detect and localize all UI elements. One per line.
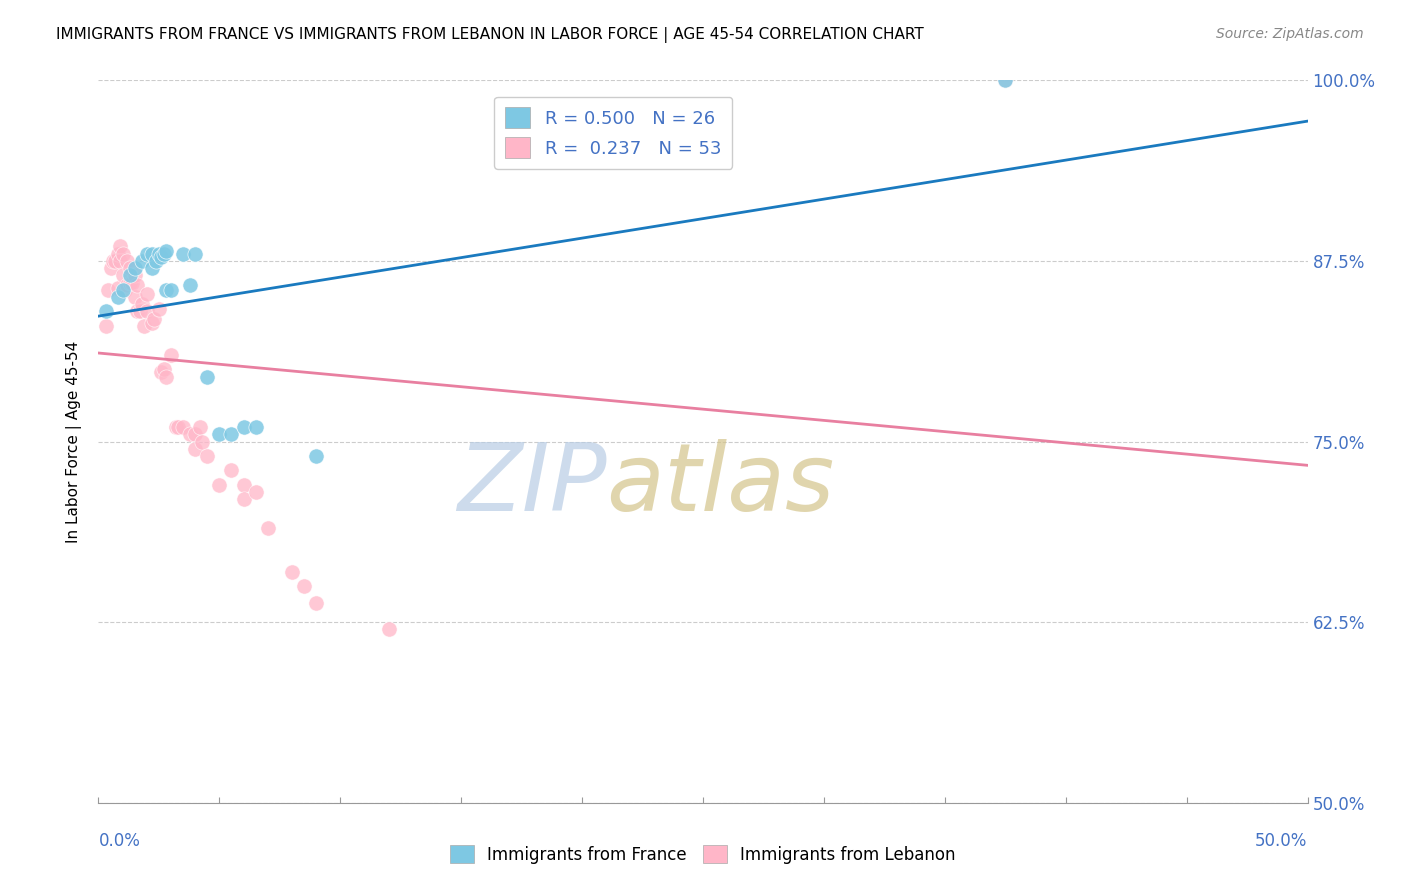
Point <box>221 463 243 477</box>
Point <box>94 304 117 318</box>
Point <box>145 254 167 268</box>
Point <box>107 246 129 260</box>
Point <box>232 478 254 492</box>
Point <box>121 276 143 290</box>
Point <box>188 420 211 434</box>
Point <box>994 73 1017 87</box>
Point <box>117 278 139 293</box>
Point <box>305 596 328 610</box>
Point <box>305 449 328 463</box>
Point <box>148 301 170 316</box>
Point <box>108 239 131 253</box>
Point <box>135 304 157 318</box>
Text: Source: ZipAtlas.com: Source: ZipAtlas.com <box>1216 27 1364 41</box>
Point <box>155 244 177 258</box>
Point <box>97 283 120 297</box>
Point <box>160 283 183 297</box>
Point <box>108 254 131 268</box>
Point <box>118 261 141 276</box>
Point <box>118 276 141 290</box>
Point <box>128 304 150 318</box>
Point <box>184 427 207 442</box>
Point <box>94 318 117 333</box>
Point <box>150 250 173 264</box>
Point <box>127 304 149 318</box>
Point <box>152 362 174 376</box>
Point <box>195 449 218 463</box>
Text: ZIP: ZIP <box>457 440 606 531</box>
Point <box>124 290 146 304</box>
Point <box>131 297 153 311</box>
Point <box>256 521 278 535</box>
Point <box>141 246 163 260</box>
Y-axis label: In Labor Force | Age 45-54: In Labor Force | Age 45-54 <box>66 341 83 542</box>
Point <box>141 261 163 276</box>
Point <box>155 283 177 297</box>
Point <box>107 290 129 304</box>
Text: 0.0%: 0.0% <box>98 831 141 850</box>
Point <box>994 73 1017 87</box>
Point <box>107 281 129 295</box>
Point <box>131 254 153 268</box>
Legend: Immigrants from France, Immigrants from Lebanon: Immigrants from France, Immigrants from … <box>444 838 962 871</box>
Point <box>150 365 173 379</box>
Point <box>152 246 174 260</box>
Point <box>208 478 231 492</box>
Point <box>377 623 399 637</box>
Point <box>179 278 201 293</box>
Point <box>141 316 163 330</box>
Point <box>111 246 134 260</box>
Point <box>100 261 122 276</box>
Point <box>167 420 190 434</box>
Point <box>292 579 315 593</box>
Point <box>101 254 124 268</box>
Point <box>184 246 207 260</box>
Point <box>114 283 136 297</box>
Legend: R = 0.500   N = 26, R =  0.237   N = 53: R = 0.500 N = 26, R = 0.237 N = 53 <box>495 96 733 169</box>
Point <box>155 369 177 384</box>
Point <box>172 420 194 434</box>
Point <box>135 287 157 301</box>
Point <box>165 420 187 434</box>
Point <box>111 268 134 283</box>
Point <box>118 268 141 283</box>
Point <box>281 565 304 579</box>
Point <box>172 246 194 260</box>
Point <box>134 318 156 333</box>
Point <box>124 268 146 283</box>
Point <box>111 283 134 297</box>
Point <box>160 348 183 362</box>
Point <box>191 434 214 449</box>
Point <box>104 254 127 268</box>
Point <box>184 442 207 456</box>
Point <box>143 311 166 326</box>
Point <box>179 427 201 442</box>
Point <box>221 427 243 442</box>
Point <box>148 246 170 260</box>
Point <box>232 492 254 507</box>
Point <box>135 246 157 260</box>
Point <box>117 254 139 268</box>
Text: IMMIGRANTS FROM FRANCE VS IMMIGRANTS FROM LEBANON IN LABOR FORCE | AGE 45-54 COR: IMMIGRANTS FROM FRANCE VS IMMIGRANTS FRO… <box>56 27 924 43</box>
Text: 50.0%: 50.0% <box>1256 831 1308 850</box>
Point <box>124 261 146 276</box>
Point <box>208 427 231 442</box>
Point <box>232 420 254 434</box>
Point <box>245 485 267 500</box>
Point <box>245 420 267 434</box>
Text: atlas: atlas <box>606 440 835 531</box>
Point <box>127 278 149 293</box>
Point <box>195 369 218 384</box>
